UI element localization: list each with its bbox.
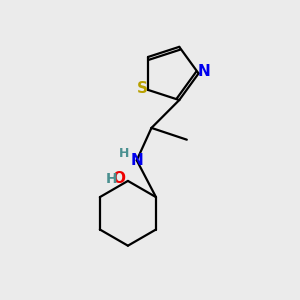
Text: N: N	[197, 64, 210, 80]
Text: H: H	[119, 147, 130, 160]
Text: H: H	[106, 172, 118, 186]
Text: S: S	[137, 81, 148, 96]
Text: N: N	[130, 153, 143, 168]
Text: O: O	[112, 171, 125, 186]
